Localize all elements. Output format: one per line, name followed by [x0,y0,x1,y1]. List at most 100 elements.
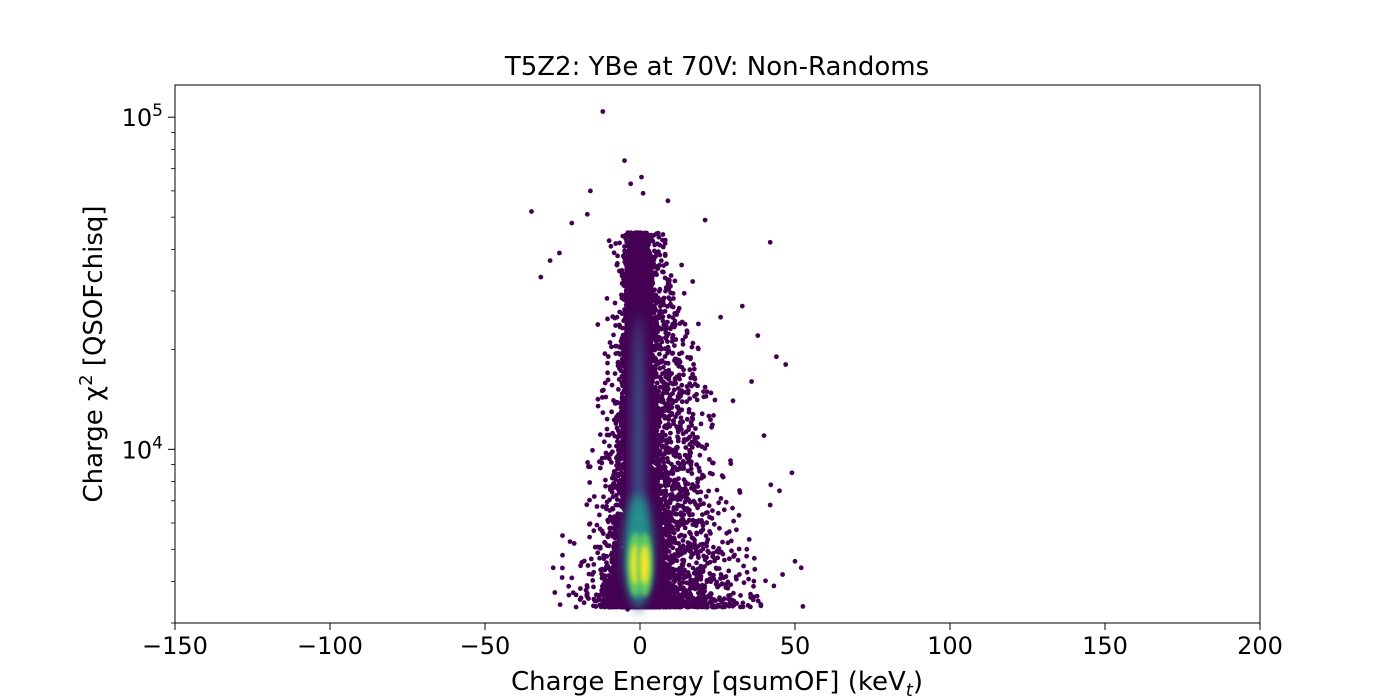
scatter-point [695,479,700,485]
scatter-point [605,316,610,322]
scatter-point [603,394,609,400]
scatter-point [703,494,709,499]
scatter-point [600,531,606,536]
scatter-point [688,466,694,472]
scatter-point [609,382,615,388]
scatter-point [585,563,591,568]
scatter-point [588,556,594,562]
scatter-point [591,584,596,590]
scatter-point [609,409,614,415]
scatter-point [595,322,601,327]
scatter-point [705,510,710,515]
scatter-point [690,431,696,437]
scatter-point [610,314,616,320]
scatter-point [676,476,681,481]
scatter-point [617,268,622,274]
scatter-point [735,557,741,563]
scatter-point [687,396,693,401]
scatter-point [680,538,686,543]
scatter-point [744,546,750,552]
scatter-point [657,286,663,292]
scatter-point [744,569,750,575]
scatter-point [737,488,742,493]
scatter-point [660,269,665,275]
scatter-point [601,439,607,445]
scatter-point [690,340,696,346]
scatter-point [726,556,732,562]
scatter-point [697,452,703,458]
scatter-point [595,403,601,409]
scatter-point [620,383,625,389]
scatter-point [689,471,695,476]
scatter-point [711,413,716,418]
scatter-point [591,569,597,575]
scatter-point [737,572,742,577]
scatter-point [768,482,774,488]
scatter-point [721,507,727,513]
scatter-point [584,502,590,508]
scatter-point [567,539,573,544]
scatter-point [657,384,663,390]
scatter-point [670,391,675,396]
scatter-point [683,334,688,339]
scatter-point [616,377,622,382]
scatter-point [726,529,732,535]
scatter-point [600,410,606,416]
scatter-point [717,549,723,555]
scatter-point [700,541,706,547]
scatter-point [613,323,618,328]
scatter-point [599,395,605,400]
scatter-point [710,471,715,477]
scatter-point [603,477,608,483]
scatter-point [719,473,725,478]
scatter-point [718,572,724,577]
scatter-point [682,525,688,531]
scatter-point [679,513,684,518]
scatter-point [573,604,579,610]
scatter-point [657,351,662,357]
scatter-point [586,571,592,577]
scatter-point [612,371,618,376]
scatter-point [706,503,712,509]
scatter-point [601,387,606,393]
scatter-point [683,445,689,450]
scatter-point [710,551,716,556]
scatter-point [666,479,672,485]
scatter-point [771,583,777,589]
scatter-point [663,469,669,474]
scatter-point [698,502,703,507]
scatter-point [603,483,608,489]
scatter-point [614,502,620,508]
scatter-point [702,384,708,390]
scatter-point [687,367,693,373]
scatter-point [677,580,682,586]
scatter-point [698,489,704,495]
scatter-point [699,411,705,417]
scatter-point [679,262,684,268]
scatter-point [676,357,682,363]
scatter-point [571,541,577,546]
scatter-point [704,543,709,549]
chart-title: T5Z2: YBe at 70V: Non-Randoms [504,52,929,82]
scatter-point [671,530,677,536]
scatter-point [664,514,669,520]
scatter-point [606,238,612,244]
scatter-point [605,354,611,359]
scatter-point [602,351,608,357]
scatter-point [698,421,704,427]
scatter-point [591,494,597,499]
scatter-point [696,321,701,327]
scatter-point [710,508,715,513]
scatter-point [684,328,690,334]
scatter-point [594,504,600,509]
scatter-point [654,380,660,386]
scatter-point [662,253,668,258]
scatter-point [585,460,590,465]
scatter-point [751,583,756,589]
scatter-point [718,496,724,501]
scatter-point [751,578,757,584]
scatter-point [686,562,692,568]
scatter-point [681,372,686,378]
scatter-point [604,426,610,432]
data-layer [529,109,806,615]
